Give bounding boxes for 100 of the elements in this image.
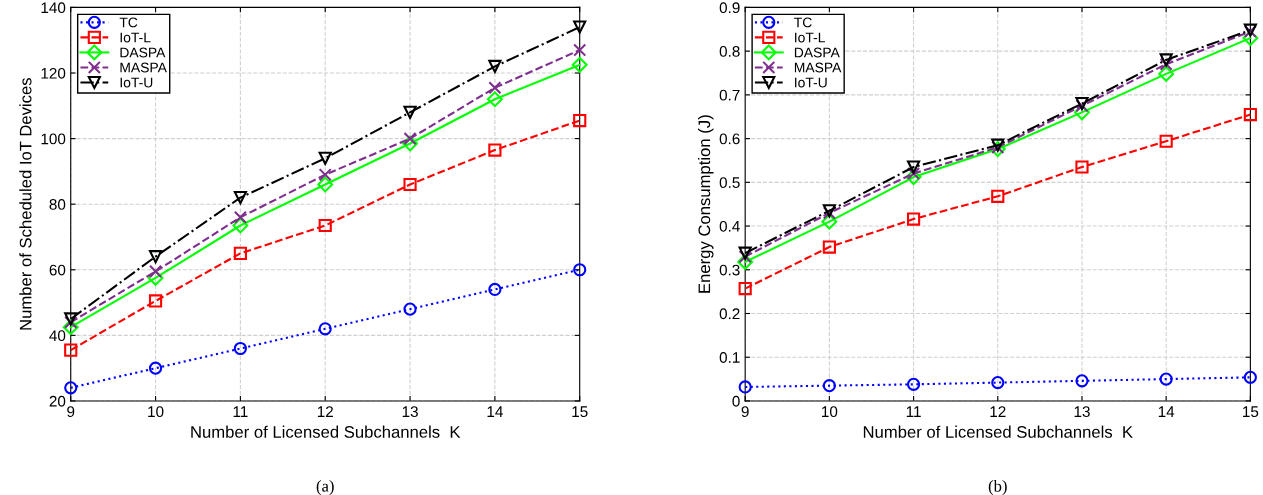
point bbox=[403, 105, 417, 119]
x-tick-label: 12 bbox=[990, 406, 1006, 417]
point bbox=[573, 113, 587, 128]
legend-label: IoT-L bbox=[795, 32, 825, 43]
y-tick-label: 0.1 bbox=[719, 352, 740, 363]
point bbox=[318, 151, 332, 165]
text: (b) bbox=[988, 479, 1007, 495]
x-tick-label: 14 bbox=[1158, 406, 1175, 417]
text: (a) bbox=[316, 479, 334, 495]
point bbox=[821, 213, 838, 230]
x-tick-label: 14 bbox=[487, 406, 503, 417]
point bbox=[571, 56, 588, 73]
x-tick-label: 15 bbox=[572, 406, 588, 418]
point bbox=[233, 341, 247, 356]
y-tick-label: 0.4 bbox=[719, 220, 740, 232]
point bbox=[488, 282, 502, 297]
point bbox=[822, 379, 836, 393]
y-axis-title: Energy Consumption (J) bbox=[697, 115, 714, 293]
y-tick-label: 140 bbox=[41, 2, 66, 14]
point bbox=[318, 322, 332, 336]
x-tick-label: 10 bbox=[148, 406, 164, 418]
legend-label: IoT-U bbox=[795, 77, 827, 88]
point bbox=[738, 281, 752, 296]
point bbox=[148, 264, 163, 279]
point bbox=[738, 250, 752, 264]
y-tick-label: 20 bbox=[49, 395, 66, 407]
point bbox=[148, 361, 163, 375]
point bbox=[233, 246, 247, 260]
x-tick-label: 13 bbox=[402, 406, 418, 418]
x-tick-label: 11 bbox=[233, 406, 248, 417]
point bbox=[402, 135, 418, 152]
y-tick-label: 0.5 bbox=[719, 177, 740, 189]
point bbox=[403, 177, 417, 192]
y-tick-label: 120 bbox=[41, 67, 66, 79]
point bbox=[1243, 107, 1257, 122]
legend-label: TC bbox=[794, 17, 812, 28]
y-tick-label: 0.7 bbox=[719, 89, 740, 101]
point bbox=[991, 189, 1005, 203]
point bbox=[573, 263, 587, 277]
point bbox=[1159, 53, 1173, 67]
point bbox=[989, 141, 1006, 158]
point bbox=[1159, 372, 1173, 386]
point bbox=[317, 176, 334, 193]
point bbox=[991, 375, 1005, 390]
point bbox=[573, 43, 587, 57]
point bbox=[738, 246, 752, 260]
legend-label: IoT-U bbox=[120, 77, 153, 88]
x-tick-label: 9 bbox=[741, 406, 749, 418]
point bbox=[233, 191, 247, 205]
point bbox=[233, 210, 247, 224]
point bbox=[488, 143, 502, 157]
y-tick-label: 0.6 bbox=[719, 133, 740, 145]
point bbox=[905, 169, 922, 185]
x-tick-label: 13 bbox=[1074, 406, 1090, 418]
point bbox=[738, 380, 752, 394]
y-tick-label: 80 bbox=[49, 199, 66, 210]
point bbox=[403, 132, 417, 146]
y-tick-label: 0.8 bbox=[719, 46, 740, 57]
y-tick-label: 0 bbox=[732, 395, 740, 407]
point bbox=[1158, 65, 1175, 82]
legend-label: DASPA bbox=[794, 47, 840, 58]
point bbox=[232, 217, 249, 234]
point bbox=[486, 91, 503, 108]
x-axis-title: Number of Licensed Subchannels K bbox=[191, 425, 461, 438]
legend-label: DASPA bbox=[120, 47, 166, 58]
point bbox=[64, 381, 78, 395]
legend-label: IoT-L bbox=[120, 32, 151, 43]
y-tick-label: 0.9 bbox=[719, 2, 740, 14]
point bbox=[1159, 57, 1173, 71]
legend-label: MASPA bbox=[794, 62, 842, 73]
point bbox=[488, 81, 502, 95]
legend-label: TC bbox=[119, 17, 138, 28]
point bbox=[906, 160, 921, 174]
point bbox=[822, 240, 836, 254]
y-tick-label: 60 bbox=[49, 264, 66, 276]
point bbox=[148, 250, 163, 264]
y-tick-label: 40 bbox=[49, 330, 66, 342]
point bbox=[318, 168, 332, 182]
y-tick-label: 0.2 bbox=[719, 308, 740, 320]
point bbox=[1159, 134, 1173, 148]
y-axis-title: Number of Scheduled IoT Devices bbox=[19, 78, 32, 330]
point bbox=[906, 377, 921, 391]
x-tick-label: 11 bbox=[906, 406, 921, 417]
legend-label: MASPA bbox=[120, 62, 167, 73]
point bbox=[906, 166, 921, 181]
point bbox=[573, 20, 587, 34]
point bbox=[148, 294, 163, 308]
y-tick-label: 100 bbox=[41, 133, 66, 145]
x-tick-label: 9 bbox=[67, 406, 75, 418]
x-tick-label: 10 bbox=[822, 406, 838, 418]
x-axis-title: Number of Licensed Subchannels K bbox=[863, 425, 1133, 438]
point bbox=[318, 218, 332, 233]
x-tick-label: 15 bbox=[1243, 406, 1259, 418]
x-tick-label: 12 bbox=[317, 406, 333, 417]
y-tick-label: 0.3 bbox=[719, 264, 740, 276]
point bbox=[488, 59, 502, 74]
point bbox=[64, 343, 78, 357]
point bbox=[906, 212, 921, 226]
point bbox=[1075, 374, 1089, 388]
point bbox=[1075, 160, 1089, 174]
